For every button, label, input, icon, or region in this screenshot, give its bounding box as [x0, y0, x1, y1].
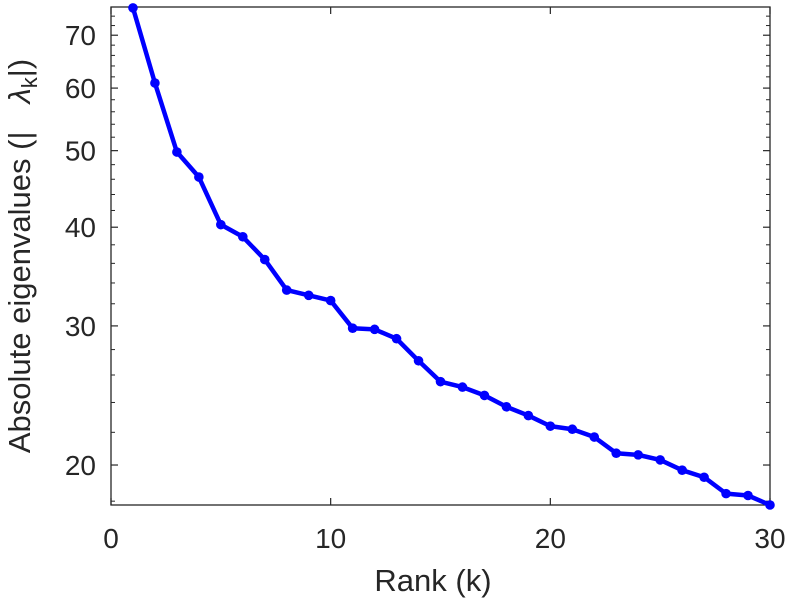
data-point	[457, 382, 468, 392]
data-point	[150, 78, 160, 88]
y-axis-label-subscript: k	[17, 76, 42, 88]
data-point	[259, 254, 270, 265]
y-tick-label: 30	[65, 311, 96, 342]
axes-frame	[110, 6, 771, 506]
data-point	[325, 295, 336, 306]
data-point	[216, 219, 226, 230]
data-point	[347, 323, 358, 334]
y-tick-label: 50	[65, 136, 96, 167]
data-point	[611, 448, 622, 459]
y-tick-label: 70	[65, 20, 96, 51]
x-axis-ticks: 0 10 20 30	[103, 7, 786, 554]
data-point	[633, 450, 643, 460]
y-axis-ticks: 20 30 40 50 60 70	[65, 6, 770, 502]
y-tick-label: 60	[65, 73, 96, 104]
data-point	[655, 455, 665, 465]
data-point	[743, 490, 753, 501]
data-point	[523, 410, 534, 421]
y-axis-label: Absolute eigenvalues (| λk|)	[2, 59, 42, 453]
plot-area-box	[110, 6, 771, 506]
data-point	[721, 488, 731, 499]
data-point	[128, 3, 138, 13]
y-axis-label-lambda: λ	[2, 88, 37, 105]
x-tick-label: 0	[103, 523, 119, 554]
series-layer	[128, 3, 775, 510]
data-point	[172, 147, 182, 157]
data-point	[545, 421, 556, 431]
data-point	[501, 401, 512, 412]
y-axis-label-main: Absolute eigenvalues (|	[2, 131, 37, 453]
x-tick-label: 20	[535, 523, 566, 554]
y-tick-label: 40	[65, 212, 96, 243]
data-point	[589, 432, 600, 442]
x-tick-label: 10	[315, 523, 346, 554]
data-point	[238, 231, 248, 242]
data-point	[567, 424, 578, 435]
data-point	[194, 172, 204, 182]
data-point	[699, 472, 709, 483]
data-point	[281, 285, 292, 295]
data-point	[413, 355, 424, 366]
y-axis-label-close: |)	[2, 59, 37, 77]
y-tick-label: 20	[65, 450, 96, 481]
x-axis-label: Rank (k)	[374, 563, 491, 598]
data-point	[435, 376, 446, 387]
data-point	[765, 500, 775, 510]
data-point	[303, 290, 314, 301]
data-point	[677, 465, 687, 476]
data-point	[391, 333, 402, 344]
x-tick-label: 30	[754, 523, 785, 554]
data-point	[369, 324, 380, 335]
data-point	[479, 390, 490, 401]
